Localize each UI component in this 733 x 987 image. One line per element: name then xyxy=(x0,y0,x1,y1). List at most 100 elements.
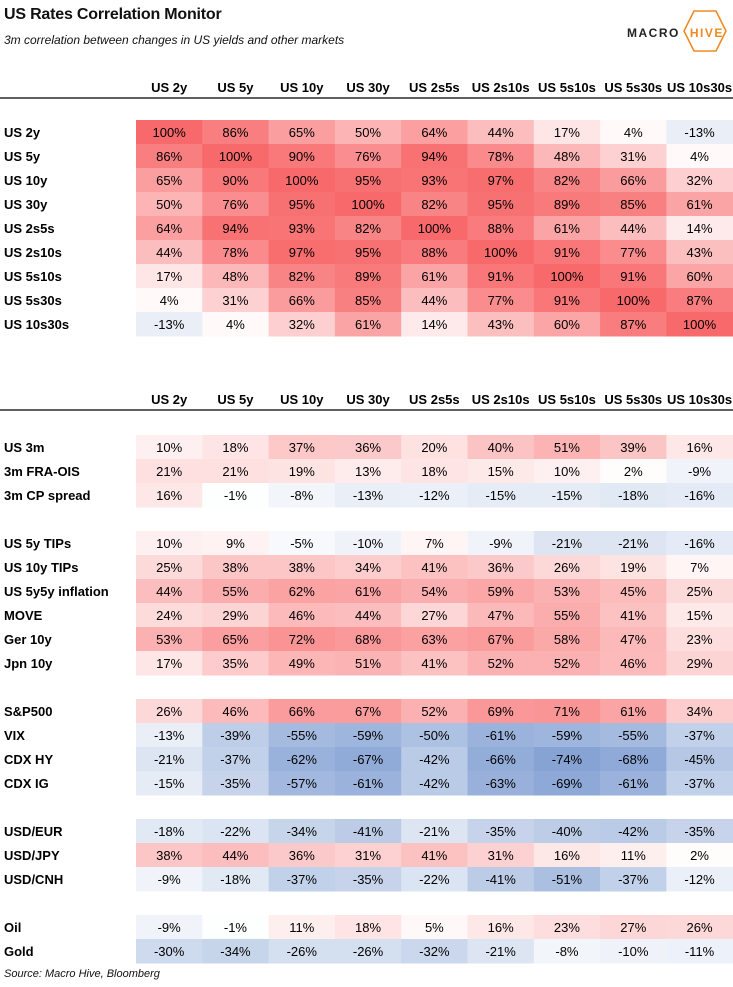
cell-value: 66% xyxy=(289,293,315,308)
heatmap-cell xyxy=(467,651,535,676)
heatmap-cell xyxy=(268,651,336,676)
column-header: US 2y xyxy=(151,80,188,95)
cell-value: 26% xyxy=(156,704,182,719)
heatmap-cell xyxy=(600,435,667,460)
cell-value: 24% xyxy=(156,608,182,623)
heatmap-cell xyxy=(533,120,601,145)
column-header: US 30y xyxy=(346,80,390,95)
heatmap-cell xyxy=(666,699,733,724)
cell-value: 19% xyxy=(620,560,646,575)
cell-value: 18% xyxy=(222,440,248,455)
cell-value: -1% xyxy=(224,920,248,935)
heatmap-cell xyxy=(401,168,468,193)
cell-value: 88% xyxy=(421,245,447,260)
cell-value: -39% xyxy=(220,728,251,743)
heatmap-cell xyxy=(136,435,203,460)
heatmap-cell xyxy=(600,819,667,844)
cell-value: 78% xyxy=(488,149,514,164)
heatmap-cell xyxy=(202,168,270,193)
row-label: US 2s5s xyxy=(4,221,55,236)
heatmap-cell xyxy=(600,723,667,748)
heatmap-cell xyxy=(202,240,270,265)
column-header: US 2y xyxy=(151,392,188,407)
cell-value: -10% xyxy=(353,536,384,551)
cell-value: -41% xyxy=(485,872,516,887)
cell-value: 50% xyxy=(156,197,182,212)
cell-value: -18% xyxy=(618,488,649,503)
heatmap-cell xyxy=(401,651,468,676)
column-header: US 10y xyxy=(280,392,324,407)
heatmap-cell xyxy=(136,240,203,265)
heatmap-cell xyxy=(401,531,468,556)
heatmap-cell xyxy=(202,723,270,748)
heatmap-cell xyxy=(136,168,203,193)
heatmap-cell xyxy=(401,627,468,652)
heatmap-cell xyxy=(600,843,667,868)
heatmap-cell xyxy=(334,603,402,628)
heatmap-cell xyxy=(600,531,667,556)
row-label: US 30y xyxy=(4,197,48,212)
cell-value: 94% xyxy=(421,149,447,164)
heatmap-cell xyxy=(268,699,336,724)
cell-value: -16% xyxy=(684,488,715,503)
heatmap-cell xyxy=(268,120,336,145)
heatmap-cell xyxy=(268,603,336,628)
heatmap-cell xyxy=(268,843,336,868)
cell-value: 18% xyxy=(421,464,447,479)
heatmap-cell xyxy=(268,939,336,964)
heatmap-cell xyxy=(401,603,468,628)
cell-value: -63% xyxy=(485,776,516,791)
heatmap-cell xyxy=(666,915,733,940)
cell-value: 36% xyxy=(488,560,514,575)
heatmap-cell xyxy=(467,168,535,193)
cell-value: 65% xyxy=(289,125,315,140)
cell-value: -8% xyxy=(555,944,579,959)
heatmap-cell xyxy=(600,144,667,169)
heatmap-cell xyxy=(533,843,601,868)
cell-value: -57% xyxy=(287,776,318,791)
column-header: US 2s10s xyxy=(472,392,530,407)
cell-value: 21% xyxy=(156,464,182,479)
cell-value: 94% xyxy=(222,221,248,236)
cell-value: -61% xyxy=(353,776,384,791)
row-label: US 2s10s xyxy=(4,245,62,260)
heatmap-cell xyxy=(600,216,667,241)
heatmap-cell xyxy=(600,579,667,604)
cell-value: -26% xyxy=(287,944,318,959)
heatmap-cell xyxy=(533,240,601,265)
cell-value: 2% xyxy=(690,848,709,863)
cell-value: -35% xyxy=(485,824,516,839)
heatmap-cell xyxy=(136,915,203,940)
cell-value: -21% xyxy=(552,536,583,551)
cell-value: 39% xyxy=(620,440,646,455)
heatmap-cell xyxy=(533,939,601,964)
cell-value: 61% xyxy=(687,197,713,212)
cell-value: 17% xyxy=(554,125,580,140)
cell-value: 85% xyxy=(355,293,381,308)
cell-value: 78% xyxy=(222,245,248,260)
heatmap-cell xyxy=(334,459,402,484)
heatmap-cell xyxy=(268,915,336,940)
heatmap-cell xyxy=(202,747,270,772)
heatmap-cell xyxy=(401,435,468,460)
heatmap-cell xyxy=(467,120,535,145)
cell-value: 36% xyxy=(355,440,381,455)
heatmap-cell xyxy=(202,435,270,460)
cell-value: 29% xyxy=(687,656,713,671)
column-header: US 5s30s xyxy=(604,80,662,95)
cell-value: 38% xyxy=(156,848,182,863)
cell-value: 91% xyxy=(554,293,580,308)
cell-value: -42% xyxy=(419,776,450,791)
heatmap-cell xyxy=(136,579,203,604)
heatmap-cell xyxy=(268,867,336,892)
column-header: US 5y xyxy=(217,392,254,407)
heatmap-cell xyxy=(401,144,468,169)
cell-value: 26% xyxy=(687,920,713,935)
heatmap-cell xyxy=(202,915,270,940)
heatmap-cell xyxy=(666,555,733,580)
heatmap-cell xyxy=(600,288,667,313)
heatmap-cell xyxy=(268,312,336,337)
heatmap-cell xyxy=(334,819,402,844)
cell-value: 41% xyxy=(620,608,646,623)
heatmap-cell xyxy=(202,144,270,169)
